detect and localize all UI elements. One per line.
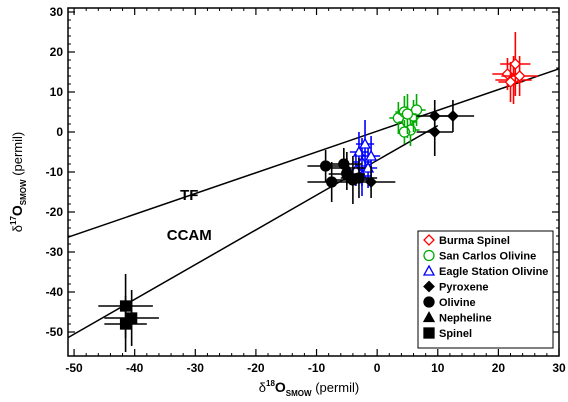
series-spinel	[98, 274, 159, 352]
data-point	[364, 149, 378, 161]
y-axis-title-unit: (permil)	[10, 132, 25, 180]
y-tick-label: -50	[46, 325, 64, 339]
data-point	[326, 176, 338, 188]
y-tick-label: -30	[46, 245, 64, 259]
x-axis-title-sup: 18	[266, 379, 275, 388]
x-tick-label: -40	[126, 361, 144, 375]
x-axis-title-prefix: δ	[259, 380, 266, 395]
data-point	[340, 161, 353, 173]
ccam-label: CCAM	[167, 227, 212, 244]
tf-line	[67, 68, 560, 238]
tick-labels: -50 -40 -30 -20 -10 0 10 20 30 -50 -40 -30 -20 -10 0 10…	[46, 5, 566, 375]
series-pyroxene	[346, 100, 475, 198]
y-tick-label: 0	[56, 125, 63, 139]
data-point	[509, 58, 522, 70]
data-point	[358, 137, 372, 149]
data-point	[513, 70, 526, 82]
data-point	[125, 312, 138, 324]
data-point	[353, 172, 365, 184]
series-nepheline	[328, 152, 366, 184]
x-axis-title-main: O	[275, 379, 286, 395]
data-point	[410, 104, 423, 116]
data-point	[319, 160, 332, 172]
series-burma-spinel	[492, 32, 538, 104]
legend-marker	[423, 234, 435, 246]
legend-label: Spinel	[439, 328, 472, 340]
legend: Burma Spinel San Carlos Olivine Eagle Stat…	[417, 230, 554, 349]
legend-label: San Carlos Olivine	[439, 251, 536, 263]
legend-label: Pyroxene	[439, 282, 489, 294]
y-axis-title-sub: SMOW	[19, 179, 28, 205]
legend-label: Nepheline	[439, 313, 492, 325]
x-tick-label: 0	[374, 361, 381, 375]
x-tick-label: -50	[65, 361, 83, 375]
x-tick-label: -20	[247, 361, 265, 375]
data-point	[428, 110, 441, 122]
data-point	[119, 318, 132, 330]
y-axis-title-prefix: δ	[10, 225, 25, 232]
series-olivine	[307, 148, 378, 204]
x-axis-title: δ18OSMOW (permil)	[259, 379, 360, 398]
legend-label: Burma Spinel	[439, 235, 510, 247]
legend-marker	[422, 264, 436, 276]
x-tick-label: 30	[552, 361, 566, 375]
y-axis-title-sup: 17	[9, 216, 18, 225]
x-axis-title-unit: (permil)	[312, 380, 360, 395]
y-tick-label: -20	[46, 205, 64, 219]
y-tick-label: 20	[50, 45, 64, 59]
data-point	[401, 108, 414, 120]
y-tick-label: -10	[46, 165, 64, 179]
legend-box	[417, 230, 554, 349]
x-tick-label: -10	[308, 361, 326, 375]
y-axis-title: δ17OSMOW (permil)	[9, 132, 28, 233]
y-tick-label: 10	[50, 85, 64, 99]
x-axis-title-sub: SMOW	[286, 389, 312, 398]
line-labels: TF CCAM	[167, 187, 212, 244]
data-points	[98, 32, 538, 352]
plot-frame	[67, 7, 560, 357]
legend-marker	[423, 296, 435, 308]
legend-label: Olivine	[439, 297, 476, 309]
y-tick-label: 30	[50, 5, 64, 19]
x-tick-label: 10	[431, 361, 445, 375]
y-axis-title-main: O	[9, 205, 25, 216]
tf-label: TF	[180, 187, 198, 204]
series-san-carlos-olivine	[389, 94, 426, 146]
legend-label: Eagle Station Olivine	[439, 266, 548, 278]
legend-marker	[423, 280, 435, 293]
x-tick-label: -30	[187, 361, 205, 375]
legend-marker	[422, 311, 436, 323]
legend-marker	[423, 327, 435, 339]
legend-marker	[423, 249, 435, 262]
y-tick-label: -40	[46, 285, 64, 299]
x-tick-label: 20	[492, 361, 506, 375]
data-point	[504, 76, 517, 88]
